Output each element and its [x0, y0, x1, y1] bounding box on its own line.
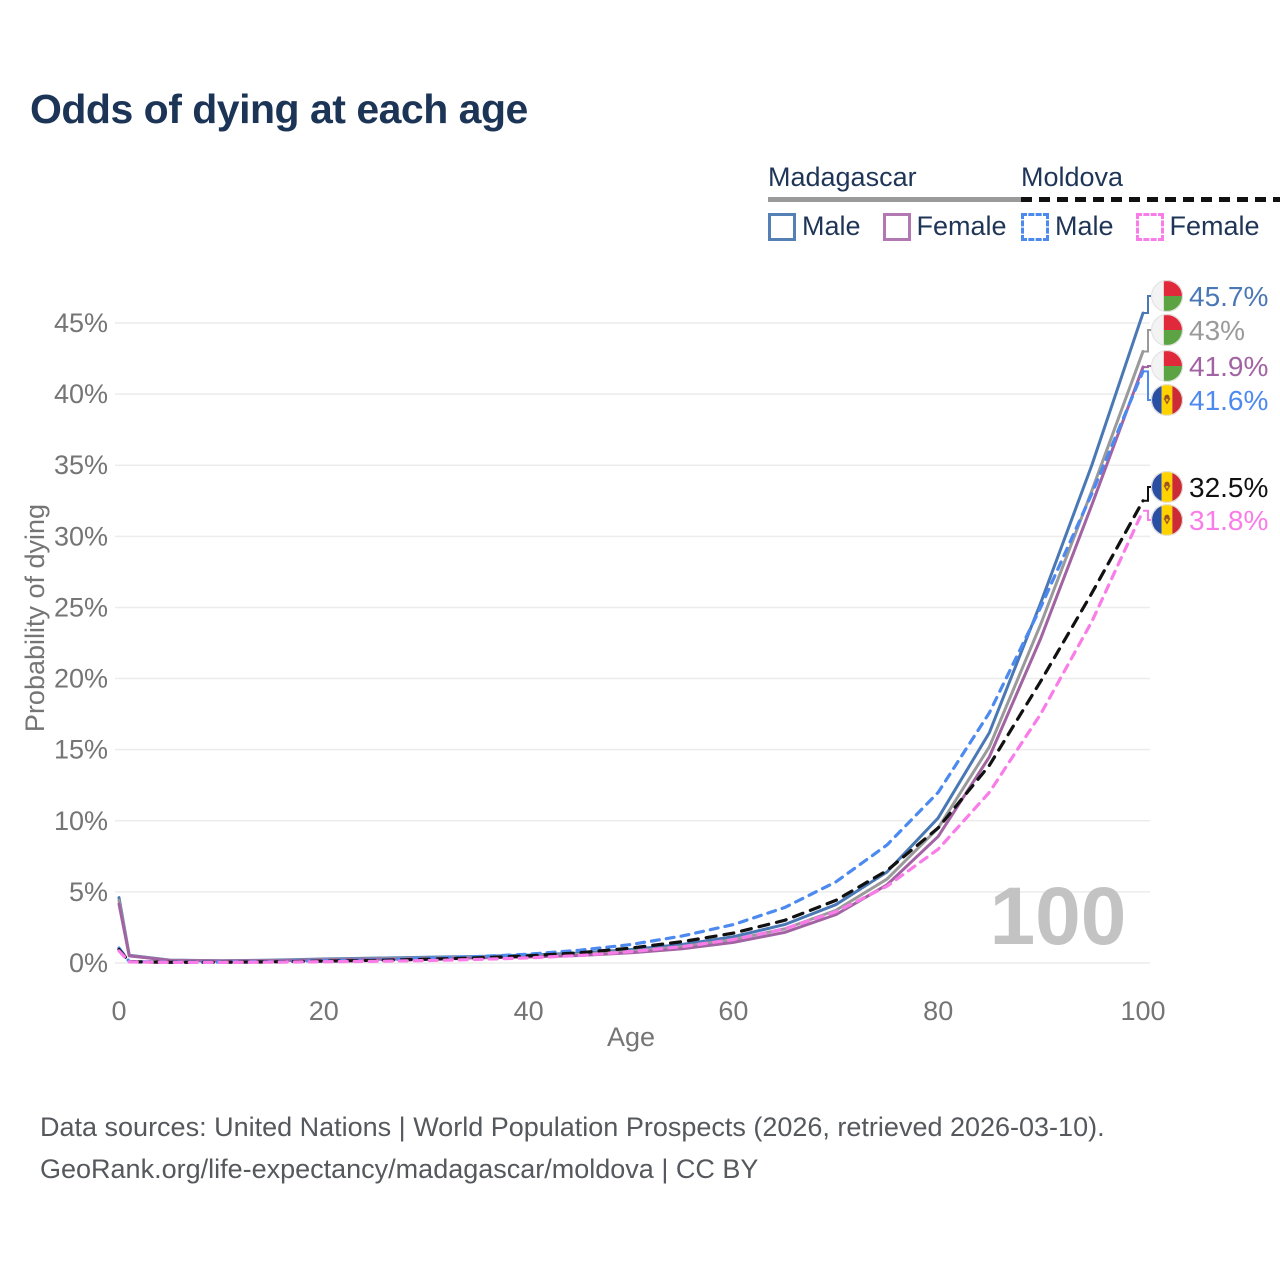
legend-label: Female	[916, 211, 1007, 241]
series-line-madagascar-male[interactable]	[117, 311, 1145, 963]
legend-label: Female	[1169, 211, 1260, 241]
legend-item-madagascar-male[interactable]: Male	[768, 211, 861, 242]
y-axis-title: Probability of dying	[20, 504, 50, 732]
y-tick-label: 10%	[54, 806, 108, 836]
x-tick-label: 100	[1120, 996, 1165, 1026]
end-label-value: 45.7%	[1189, 281, 1268, 312]
end-label-connector	[1143, 509, 1152, 521]
legend-label: Male	[802, 211, 861, 241]
series-end-labels: 45.7%43% 41.9%41.6% 32.5%31.8%	[1143, 280, 1268, 536]
end-label-value: 31.8%	[1189, 505, 1268, 536]
x-tick-label: 40	[514, 996, 544, 1026]
y-tick-label: 25%	[54, 592, 108, 622]
x-tick-label: 0	[111, 996, 126, 1026]
moldova-flag-icon	[1151, 504, 1183, 536]
x-tick-label: 60	[718, 996, 748, 1026]
y-tick-label: 20%	[54, 664, 108, 694]
madagascar-line-style-swatch	[768, 197, 1029, 202]
moldova-male-swatch-icon	[1021, 212, 1049, 241]
moldova-line-style-swatch	[1021, 197, 1280, 202]
end-label-connector	[1143, 370, 1152, 401]
moldova-flag-icon	[1151, 471, 1183, 503]
madagascar-flag-icon	[1151, 280, 1183, 312]
end-label-connector	[1143, 329, 1152, 353]
y-tick-label: 45%	[54, 308, 108, 338]
y-axis-ticks: 0% 5% 10% 15% 20% 25% 30% 35% 40% 45%	[54, 308, 108, 978]
series-line-moldova-both[interactable]	[117, 499, 1145, 964]
y-tick-label: 5%	[69, 877, 108, 907]
end-label-value: 43%	[1189, 315, 1245, 346]
legend-country-madagascar[interactable]: Madagascar	[768, 162, 917, 192]
end-label-value: 41.9%	[1189, 351, 1268, 382]
y-tick-label: 40%	[54, 379, 108, 409]
series-line-moldova-female[interactable]	[117, 509, 1145, 965]
legend-group-madagascar: Madagascar Male Female	[768, 162, 1029, 242]
data-source-attribution: Data sources: United Nations | World Pop…	[40, 1106, 1105, 1190]
madagascar-flag-icon	[1151, 314, 1183, 346]
gridlines	[115, 322, 1150, 964]
x-axis-ticks: 0 20 40 60 80 100	[111, 996, 1165, 1026]
moldova-female-swatch-icon	[1135, 212, 1164, 241]
chart-title: Odds of dying at each age	[30, 86, 528, 132]
legend-item-madagascar-female[interactable]: Female	[882, 211, 1007, 242]
end-label-value: 32.5%	[1189, 472, 1268, 503]
series-lines	[117, 311, 1145, 965]
legend-label: Male	[1055, 211, 1114, 241]
x-axis-title: Age	[607, 1022, 655, 1052]
moldova-flag-icon	[1151, 384, 1183, 416]
madagascar-flag-icon	[1151, 350, 1183, 382]
y-tick-label: 0%	[69, 948, 108, 978]
x-tick-label: 20	[309, 996, 339, 1026]
end-label-connector	[1143, 365, 1152, 369]
source-line-1: Data sources: United Nations | World Pop…	[40, 1112, 1105, 1142]
legend-item-moldova-female[interactable]: Female	[1135, 211, 1260, 242]
y-tick-label: 15%	[54, 735, 108, 765]
x-tick-label: 80	[923, 996, 953, 1026]
end-label-connector	[1143, 486, 1152, 502]
age-indicator-watermark: 100	[990, 871, 1127, 962]
madagascar-male-swatch-icon	[768, 212, 796, 241]
series-line-madagascar-both[interactable]	[117, 349, 1145, 963]
y-tick-label: 35%	[54, 450, 108, 480]
source-line-2: GeoRank.org/life-expectancy/madagascar/m…	[40, 1154, 759, 1184]
y-tick-label: 30%	[54, 521, 108, 551]
legend-country-moldova[interactable]: Moldova	[1021, 162, 1124, 192]
legend-item-moldova-male[interactable]: Male	[1021, 211, 1114, 242]
madagascar-female-swatch-icon	[882, 212, 911, 241]
end-label-connector	[1143, 295, 1152, 315]
end-label-value: 41.6%	[1189, 385, 1268, 416]
legend-group-moldova: Moldova Male Female	[1021, 162, 1280, 242]
